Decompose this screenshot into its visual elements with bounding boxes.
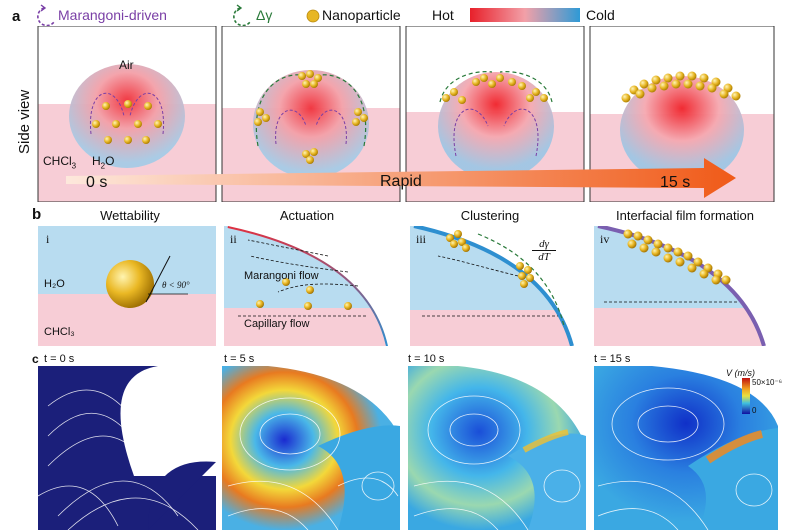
theta-label: θ < 90° (162, 280, 190, 290)
c-time-3: t = 10 s (408, 353, 445, 365)
time-end-label: 15 s (660, 174, 691, 191)
c-field-1 (38, 366, 216, 530)
b-title-1: Wettability (100, 208, 160, 223)
time-start-label: 0 s (86, 174, 108, 191)
legend-cold: Cold (586, 7, 615, 23)
h2o-label-a: H2O (92, 154, 115, 171)
c-field-2 (222, 366, 400, 530)
panel-b-diagrams (38, 226, 778, 346)
colorbar-max: 50×10⁻⁶ (752, 378, 782, 387)
hot-cold-gradient-bar (470, 8, 580, 22)
c-time-2: t = 5 s (224, 353, 255, 365)
delta-gamma-legend-icon (233, 4, 251, 27)
legend-nanoparticle: Nanoparticle (322, 7, 401, 23)
b-panel-3 (410, 226, 588, 346)
legend-marangoni: Marangoni-driven (58, 7, 167, 23)
c-field-4 (594, 366, 778, 530)
legend-hot: Hot (432, 7, 454, 23)
velocity-colorbar (742, 378, 750, 414)
panel-a-box-2 (221, 26, 401, 202)
air-label: Air (119, 58, 134, 72)
b-chcl3-label: CHCl₃ (44, 326, 75, 338)
panel-a-diagrams (37, 26, 775, 202)
c-time-1: t = 0 s (44, 353, 75, 365)
b-panel-2 (224, 226, 402, 346)
panel-c-velocity-fields (38, 366, 778, 530)
c-field-3 (408, 366, 586, 530)
b-title-4: Interfacial film formation (616, 208, 754, 223)
b-roman-4: iv (600, 232, 610, 246)
panel-a-letter: a (12, 8, 21, 25)
colorbar-title: V (m/s) (726, 368, 755, 378)
colorbar-min: 0 (752, 406, 757, 415)
dgamma-dt-fraction: dγ dT (532, 238, 556, 263)
b-title-3: Clustering (460, 208, 520, 223)
b-panel-1 (38, 226, 216, 346)
legend (37, 4, 580, 27)
b-roman-1: i (46, 232, 50, 246)
legend-delta-gamma: Δγ (256, 7, 273, 23)
timeline-arrow (66, 158, 736, 198)
b-h2o-label: H₂O (44, 278, 65, 290)
marangoni-legend-icon (37, 4, 55, 27)
marangoni-flow-label: Marangoni flow (244, 270, 319, 282)
panel-a-box-1 (37, 26, 217, 202)
b-roman-2: ii (230, 232, 237, 246)
rapid-label: Rapid (380, 173, 422, 190)
chcl3-label-a: CHCl3 (43, 154, 77, 171)
nanoparticle-legend-icon (306, 9, 320, 23)
panel-b-letter: b (32, 206, 42, 223)
capillary-flow-label: Capillary flow (244, 318, 310, 330)
b-title-2: Actuation (279, 208, 335, 223)
side-view-label: Side view (16, 89, 33, 154)
b-roman-3: iii (416, 232, 427, 246)
panel-c-letter: c (32, 352, 39, 366)
c-time-4: t = 15 s (594, 353, 631, 365)
b-panel-4 (594, 226, 778, 346)
